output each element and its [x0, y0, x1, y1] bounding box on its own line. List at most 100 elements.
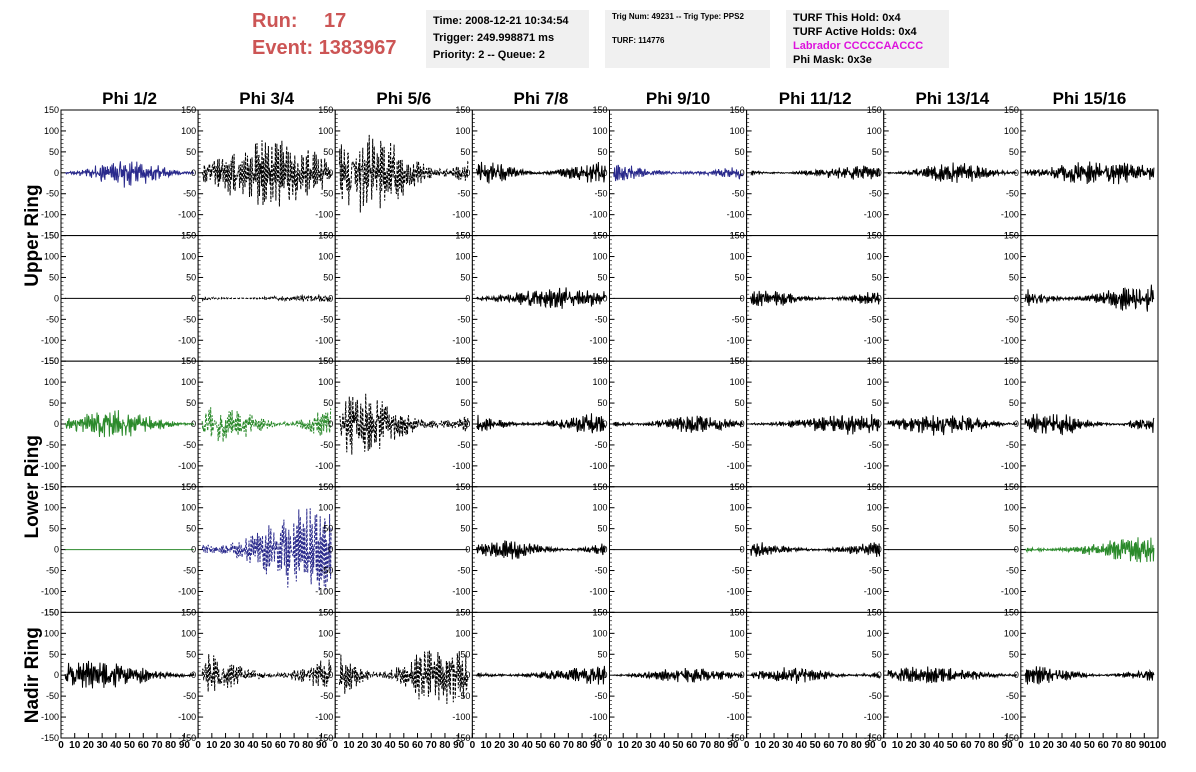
y-tick-label: 100: [181, 628, 196, 638]
y-tick-label: -100: [178, 335, 196, 345]
waveform-trace: [338, 134, 469, 213]
y-tick-label: -100: [315, 586, 333, 596]
y-tick-label: 50: [1009, 649, 1019, 659]
y-tick-label: 150: [44, 356, 59, 366]
y-tick-label: 0: [740, 670, 745, 680]
y-tick-label: 150: [1004, 231, 1019, 241]
y-tick-label: 50: [49, 147, 59, 157]
y-tick-label: -50: [732, 314, 745, 324]
row-group-label: Nadir Ring: [22, 627, 43, 723]
y-tick-label: 100: [318, 126, 333, 136]
y-tick-label: -150: [864, 733, 882, 743]
waveform-trace: [64, 161, 195, 188]
y-tick-label: 0: [465, 293, 470, 303]
y-tick-label: 100: [730, 377, 745, 387]
y-tick-label: 150: [592, 231, 607, 241]
y-tick-label: -50: [732, 566, 745, 576]
x-tick-label: 60: [138, 740, 150, 751]
y-tick-label: -150: [41, 607, 59, 617]
y-tick-label: 0: [1014, 545, 1019, 555]
y-tick-label: 50: [735, 649, 745, 659]
y-tick-label: -50: [183, 189, 196, 199]
column-label: Phi 15/16: [1053, 89, 1127, 108]
waveform-trace: [476, 665, 606, 685]
y-tick-label: -50: [46, 566, 59, 576]
y-tick-label: -100: [589, 712, 607, 722]
y-tick-label: 150: [730, 231, 745, 241]
y-tick-label: -100: [178, 461, 196, 471]
x-tick-label: 90: [727, 740, 739, 751]
y-tick-label: -50: [183, 314, 196, 324]
waveform-trace: [750, 290, 881, 307]
y-tick-label: 100: [44, 126, 59, 136]
y-tick-label: -100: [864, 586, 882, 596]
y-tick-label: -50: [869, 440, 882, 450]
y-tick-label: -100: [41, 586, 59, 596]
y-tick-label: 150: [181, 607, 196, 617]
x-tick-label: 90: [1139, 740, 1151, 751]
phi-mask-line: Phi Mask: 0x3e: [793, 54, 872, 66]
y-tick-label: 0: [465, 670, 470, 680]
y-tick-label: -150: [178, 733, 196, 743]
waveform-trace: [476, 413, 606, 434]
waveform-trace: [1024, 161, 1155, 185]
y-tick-label: 50: [323, 524, 333, 534]
turf-active-holds-line: TURF Active Holds: 0x4: [793, 26, 917, 38]
x-tick-label: 50: [124, 740, 136, 751]
y-tick-label: 0: [54, 419, 59, 429]
x-tick-label: 10: [618, 740, 630, 751]
x-tick-label: 70: [151, 740, 163, 751]
y-tick-label: -100: [315, 210, 333, 220]
waveform-trace: [750, 667, 881, 684]
time-line: Time: 2008-12-21 10:34:54: [433, 15, 569, 27]
y-tick-label: 0: [602, 670, 607, 680]
waveform-trace: [613, 667, 743, 683]
y-tick-label: 100: [455, 503, 470, 513]
y-tick-label: -100: [315, 712, 333, 722]
waveform-trace: [476, 540, 606, 560]
y-tick-label: 150: [1004, 607, 1019, 617]
y-tick-label: 50: [49, 272, 59, 282]
y-tick-label: 100: [1004, 377, 1019, 387]
y-tick-label: -50: [732, 440, 745, 450]
y-tick-label: 50: [735, 398, 745, 408]
y-tick-label: 100: [1004, 126, 1019, 136]
y-tick-label: -100: [315, 461, 333, 471]
y-tick-label: -100: [452, 210, 470, 220]
y-tick-label: 100: [44, 252, 59, 262]
y-tick-label: 50: [597, 398, 607, 408]
y-tick-label: 0: [465, 419, 470, 429]
waveform-trace: [613, 415, 743, 433]
y-tick-label: 100: [455, 628, 470, 638]
y-tick-label: 0: [328, 545, 333, 555]
y-tick-label: 50: [735, 272, 745, 282]
y-tick-label: -100: [41, 210, 59, 220]
y-tick-label: 100: [1004, 503, 1019, 513]
y-tick-label: 50: [49, 398, 59, 408]
y-tick-label: -100: [452, 461, 470, 471]
y-tick-label: -50: [183, 566, 196, 576]
y-tick-label: 0: [602, 168, 607, 178]
y-tick-label: 0: [1014, 168, 1019, 178]
y-tick-label: -50: [46, 189, 59, 199]
x-tick-label: 10: [343, 740, 355, 751]
x-tick-label: 30: [782, 740, 794, 751]
x-tick-label: 30: [97, 740, 109, 751]
y-tick-label: -50: [594, 189, 607, 199]
y-tick-label: -50: [869, 691, 882, 701]
y-tick-label: -150: [315, 733, 333, 743]
x-tick-label: 70: [837, 740, 849, 751]
y-tick-label: 50: [186, 649, 196, 659]
y-tick-label: 100: [44, 503, 59, 513]
waveform-trace: [338, 393, 469, 455]
y-tick-label: 100: [318, 628, 333, 638]
